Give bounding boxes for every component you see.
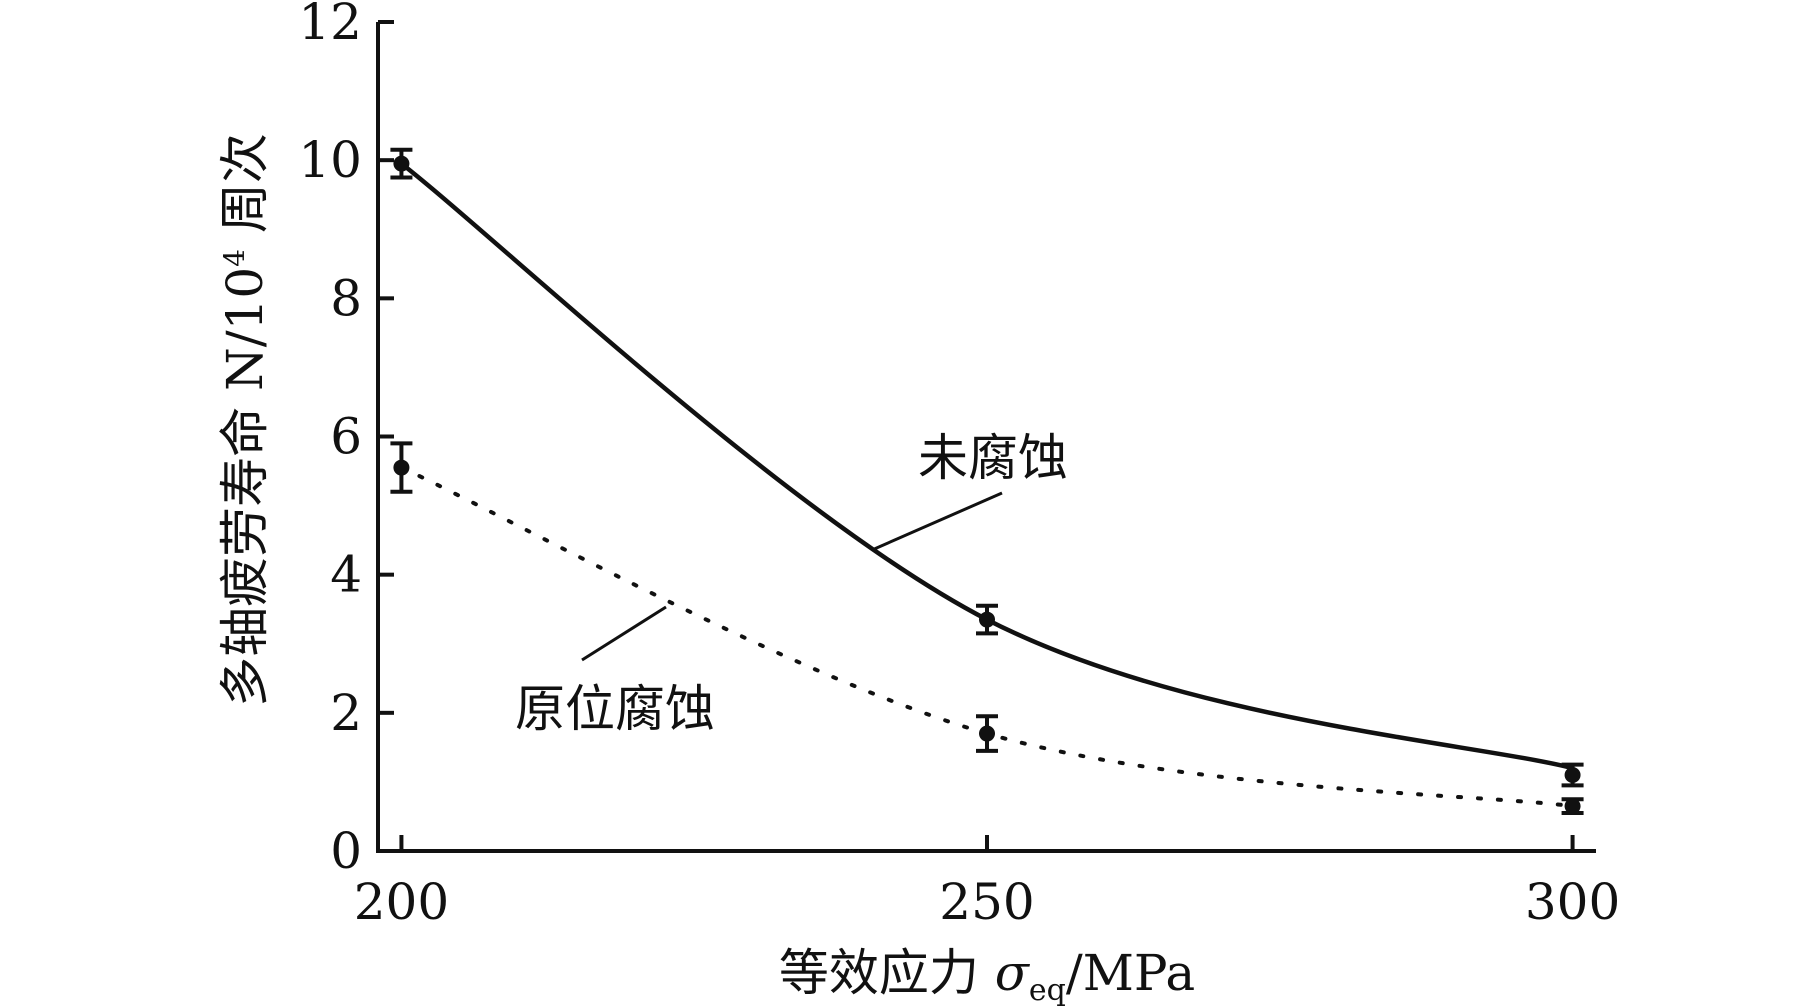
y-tick-label: 4 [330,546,362,604]
y-tick-label: 12 [298,0,362,51]
series-label-in-situ-corrosion: 原位腐蚀 [515,680,715,738]
x-tick-label: 300 [1525,873,1620,931]
x-axis-title: 等效应力 σeq/MPa [779,944,1195,1008]
data-point [393,459,410,476]
series-line-0 [400,161,1574,771]
y-axis-title: 多轴疲劳寿命 N/104 周次 [216,133,274,707]
leader-line-in-situ-corrosion [581,605,667,662]
y-tick-label: 0 [330,822,362,880]
data-point [1564,767,1581,784]
y-tick-label: 10 [298,131,362,189]
points [390,147,1584,816]
series-line-1 [399,465,1575,809]
x-tick-label: 200 [354,873,449,931]
data-point [979,611,995,628]
x-tick-label: 250 [939,873,1034,931]
annotations: 未腐蚀 原位腐蚀 [515,429,1068,738]
ticks: 0 2 4 6 8 10 12 200 250 300 [298,0,1620,931]
y-tick-label: 2 [330,684,362,742]
y-tick-label: 8 [330,269,362,327]
leader-line-uncorroded [871,491,1003,552]
data-point [393,155,410,172]
y-tick-label: 6 [330,408,362,466]
series-label-uncorroded: 未腐蚀 [918,429,1068,487]
data-point [1564,798,1581,815]
data-point [979,725,995,742]
